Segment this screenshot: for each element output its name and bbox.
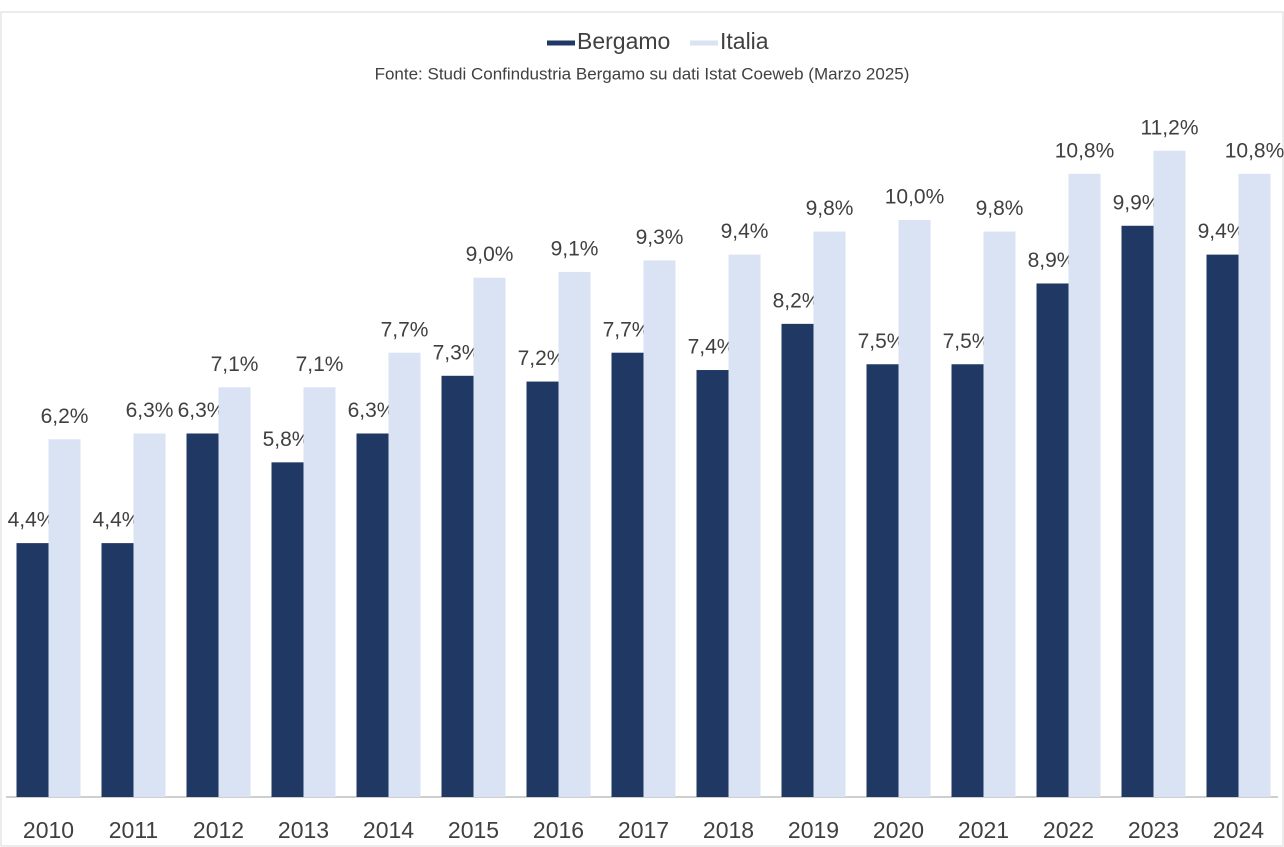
bar xyxy=(271,462,304,797)
data-label: 6,3% xyxy=(348,399,396,422)
x-tick-label: 2016 xyxy=(533,817,584,843)
bar xyxy=(473,277,506,797)
bar xyxy=(781,323,814,797)
data-label: 7,1% xyxy=(296,353,344,376)
bar xyxy=(101,543,134,797)
bar xyxy=(218,387,251,797)
data-label: 7,5% xyxy=(943,330,991,353)
x-tick-label: 2020 xyxy=(873,817,924,843)
bar xyxy=(186,433,219,797)
x-tick-label: 2012 xyxy=(193,817,244,843)
data-label: 10,8% xyxy=(1055,139,1115,162)
x-tick-label: 2015 xyxy=(448,817,499,843)
bar xyxy=(303,387,336,797)
bar xyxy=(1153,150,1186,797)
data-label: 7,5% xyxy=(858,330,906,353)
x-tick-label: 2019 xyxy=(788,817,839,843)
data-label: 6,3% xyxy=(178,399,226,422)
data-label: 9,4% xyxy=(721,220,769,243)
bar xyxy=(526,381,559,797)
bar xyxy=(1068,173,1101,798)
data-label: 9,9% xyxy=(1113,191,1161,214)
data-label: 9,0% xyxy=(466,243,514,266)
x-tick-label: 2018 xyxy=(703,817,754,843)
bar xyxy=(1238,173,1271,798)
bar xyxy=(558,271,591,797)
bar xyxy=(1206,254,1239,797)
bar xyxy=(441,375,474,797)
bar xyxy=(643,260,676,797)
data-label: 4,4% xyxy=(8,509,56,532)
data-label: 7,7% xyxy=(603,318,651,341)
x-tick-label: 2024 xyxy=(1213,817,1264,843)
data-label: 9,8% xyxy=(976,197,1024,220)
x-tick-label: 2022 xyxy=(1043,817,1094,843)
data-label: 6,3% xyxy=(126,399,174,422)
legend-label: Italia xyxy=(720,28,769,54)
data-label: 9,8% xyxy=(806,197,854,220)
data-label: 10,0% xyxy=(885,186,945,209)
bar xyxy=(898,220,931,797)
bar xyxy=(1036,283,1069,798)
data-label: 5,8% xyxy=(263,428,311,451)
data-label: 7,7% xyxy=(381,318,429,341)
data-label: 9,3% xyxy=(636,226,684,249)
data-label: 7,4% xyxy=(688,336,736,359)
bar xyxy=(866,364,899,797)
data-label: 6,2% xyxy=(41,405,89,428)
bar xyxy=(728,254,761,797)
data-label: 7,3% xyxy=(433,341,481,364)
x-tick-label: 2023 xyxy=(1128,817,1179,843)
data-label: 7,1% xyxy=(211,353,259,376)
chart-subtitle: Fonte: Studi Confindustria Bergamo su da… xyxy=(375,64,910,83)
data-label: 8,2% xyxy=(773,289,821,312)
x-tick-label: 2010 xyxy=(23,817,74,843)
bar xyxy=(133,433,166,797)
bar xyxy=(1121,225,1154,797)
data-label: 9,4% xyxy=(1198,220,1246,243)
x-tick-label: 2021 xyxy=(958,817,1009,843)
data-label: 9,1% xyxy=(551,237,599,260)
bar xyxy=(696,370,729,797)
data-label: 10,8% xyxy=(1225,139,1284,162)
bar xyxy=(611,352,644,797)
bar xyxy=(48,439,81,797)
legend-label: Bergamo xyxy=(577,28,670,54)
bar xyxy=(983,231,1016,798)
data-label: 8,9% xyxy=(1028,249,1076,272)
data-label: 11,2% xyxy=(1141,116,1199,139)
data-label: 7,2% xyxy=(518,347,566,370)
x-tick-label: 2014 xyxy=(363,817,414,843)
bar xyxy=(356,433,389,797)
x-tick-label: 2011 xyxy=(109,817,158,843)
bar xyxy=(951,364,984,797)
x-tick-label: 2017 xyxy=(618,817,669,843)
data-label: 4,4% xyxy=(93,509,141,532)
bar xyxy=(16,543,49,797)
bar xyxy=(813,231,846,798)
bar xyxy=(388,352,421,797)
x-tick-label: 2013 xyxy=(278,817,329,843)
